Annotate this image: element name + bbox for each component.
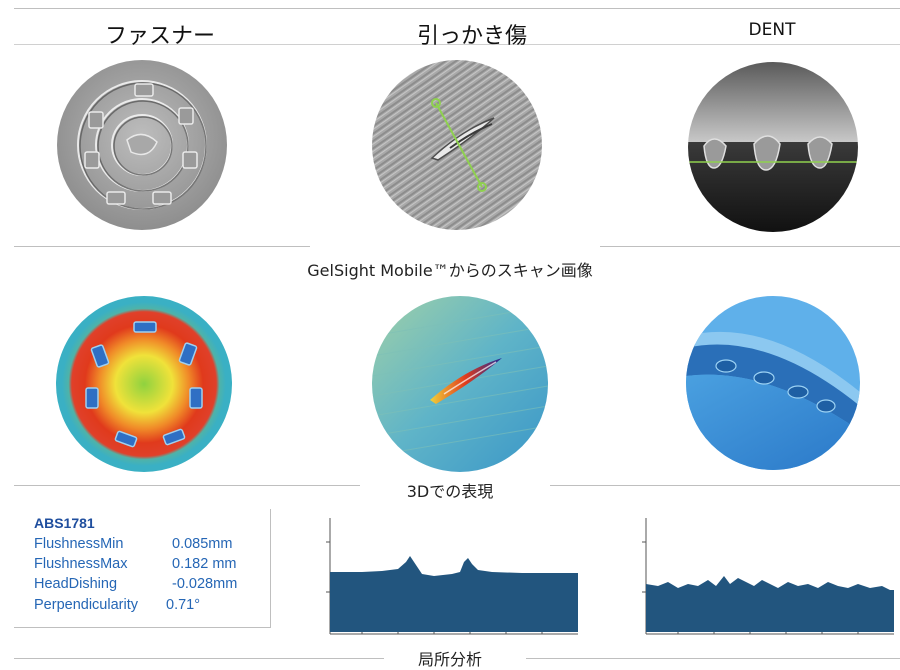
caption-analysis: 局所分析 <box>417 650 482 669</box>
part-id: ABS1781 <box>34 515 95 531</box>
title-dent: DENT <box>748 20 796 40</box>
caption-scan: GelSight Mobile™からのスキャン画像 <box>307 261 593 280</box>
title-underline <box>14 44 900 45</box>
caption-3d: 3Dでの表現 <box>406 482 494 501</box>
title-scratch: 引っかき傷 <box>416 24 527 49</box>
title-fastener: ファスナー <box>104 24 215 49</box>
fastener-heatmap-image <box>56 296 232 472</box>
profile-plot-dent <box>638 514 900 638</box>
measurement-value: 0.085mm <box>172 536 233 552</box>
bottom-divider-right <box>526 658 900 659</box>
measurement-label: FlushnessMin <box>34 536 124 552</box>
scratch-scan-image <box>372 60 542 230</box>
measurement-label: HeadDishing <box>34 576 118 592</box>
row1-divider-right <box>600 246 900 247</box>
row1-divider-left <box>14 246 310 247</box>
measurement-panel: ABS1781 FlushnessMin 0.085mm FlushnessMa… <box>14 509 271 628</box>
measurement-label: Perpendicularity <box>34 597 138 613</box>
row2-divider-right <box>550 485 900 486</box>
measurement-label: FlushnessMax <box>34 556 128 572</box>
dent-3d-image <box>686 296 860 470</box>
fastener-scan-image <box>57 60 227 230</box>
dent-scan-image <box>688 62 858 232</box>
profile-plot-fastener <box>322 514 584 638</box>
bottom-divider-left <box>14 658 384 659</box>
scratch-3d-image <box>372 296 548 472</box>
row2-divider-left <box>14 485 360 486</box>
measurement-value: 0.182 mm <box>172 556 237 572</box>
measurement-value: -0.028mm <box>172 576 238 592</box>
top-divider <box>14 8 900 9</box>
measurement-value: 0.71° <box>166 597 201 613</box>
